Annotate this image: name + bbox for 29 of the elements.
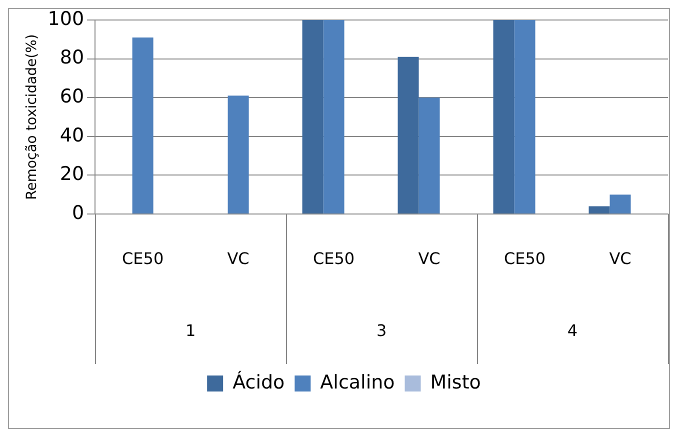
y-tick-label: 20 xyxy=(60,163,84,186)
bar xyxy=(228,96,249,214)
bar xyxy=(588,206,610,214)
text: 3 xyxy=(376,321,387,340)
y-tick-label: 0 xyxy=(72,202,84,224)
legend-label: Alcalino xyxy=(320,371,395,394)
y-tick-label: 80 xyxy=(60,46,84,69)
bar xyxy=(323,20,344,214)
x-tick-label: VC xyxy=(609,248,632,268)
y-tick-label: 60 xyxy=(60,86,84,108)
bar xyxy=(398,56,419,214)
y-tick-label: 40 xyxy=(60,124,84,146)
bar xyxy=(493,20,514,214)
x-tick-label: CE50 xyxy=(504,248,546,268)
legend-label: Ácido xyxy=(232,370,285,394)
y-axis-title: Remoção toxicidade(%) xyxy=(24,34,40,200)
y-tick-label: 100 xyxy=(48,8,84,30)
x-tick-label: VC xyxy=(418,248,440,268)
x-tick-label: CE50 xyxy=(312,248,355,268)
text: 1 xyxy=(185,321,196,340)
bar xyxy=(610,194,631,214)
bar xyxy=(302,20,324,214)
x-tick-label: CE50 xyxy=(122,248,164,268)
bar xyxy=(132,37,154,214)
bar xyxy=(418,98,440,214)
legend-label: Misto xyxy=(430,371,481,394)
x-tick-label: VC xyxy=(227,248,250,268)
text: 4 xyxy=(567,321,578,340)
bar xyxy=(514,20,536,214)
